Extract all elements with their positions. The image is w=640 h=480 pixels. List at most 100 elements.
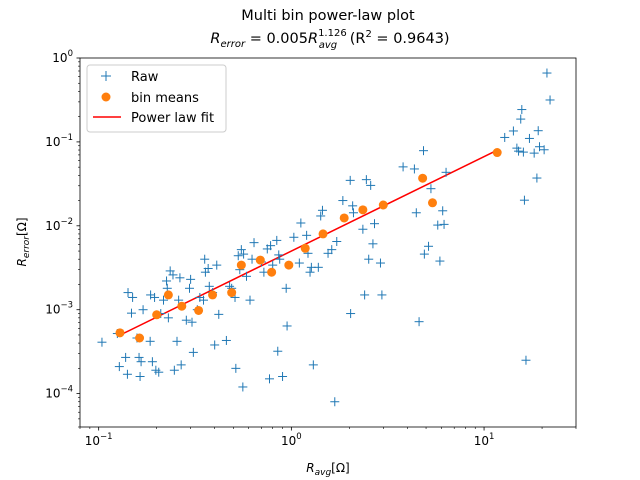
raw-point bbox=[419, 146, 429, 156]
raw-point bbox=[345, 175, 355, 185]
raw-point bbox=[368, 239, 378, 249]
x-tick-label: 10−1 bbox=[85, 432, 113, 448]
raw-point bbox=[236, 245, 246, 255]
raw-point bbox=[242, 271, 252, 281]
raw-point bbox=[187, 317, 197, 327]
raw-point bbox=[508, 126, 518, 136]
raw-point bbox=[289, 232, 299, 242]
y-tick-exp: −1 bbox=[60, 133, 73, 143]
raw-point bbox=[272, 235, 282, 245]
raw-point bbox=[348, 208, 358, 218]
legend: Raw bin means Power law fit bbox=[86, 64, 227, 133]
raw-point bbox=[172, 336, 182, 346]
raw-point bbox=[259, 267, 269, 277]
title-r2-tail: = 0.9643) bbox=[372, 31, 450, 47]
raw-point bbox=[114, 362, 124, 372]
raw-point bbox=[327, 245, 337, 255]
x-label-unit: [Ω] bbox=[331, 461, 350, 475]
raw-point bbox=[214, 309, 224, 319]
bin-mean-point bbox=[267, 267, 277, 277]
bin-mean-point bbox=[115, 328, 125, 338]
raw-point bbox=[203, 263, 213, 273]
y-tick-base: 10 bbox=[45, 387, 60, 401]
y-tick-exp: −2 bbox=[60, 217, 73, 227]
plot-frame bbox=[79, 57, 577, 428]
raw-point bbox=[439, 219, 449, 229]
raw-point bbox=[313, 262, 323, 272]
y-tick-base: 10 bbox=[45, 135, 60, 149]
x-tick-exp: 0 bbox=[296, 432, 301, 442]
raw-point bbox=[361, 175, 371, 185]
x-tick-base: 10 bbox=[85, 434, 100, 448]
raw-point bbox=[411, 208, 421, 218]
raw-point bbox=[239, 249, 249, 259]
raw-point bbox=[441, 167, 451, 177]
raw-point bbox=[294, 258, 304, 268]
bin-mean-point bbox=[318, 229, 328, 239]
x-tick-label: 101 bbox=[474, 432, 495, 448]
raw-point bbox=[247, 254, 257, 264]
raw-point bbox=[532, 173, 542, 183]
raw-point bbox=[159, 295, 169, 305]
raw-point bbox=[123, 288, 133, 298]
raw-point bbox=[521, 355, 531, 365]
raw-point bbox=[375, 258, 385, 268]
raw-point bbox=[175, 273, 185, 283]
bin-mean-point bbox=[163, 290, 173, 300]
raw-point bbox=[136, 357, 146, 367]
y-tick-base: 10 bbox=[45, 303, 60, 317]
raw-point bbox=[332, 237, 342, 247]
raw-point bbox=[358, 224, 368, 234]
raw-point bbox=[200, 254, 210, 264]
y-tick-exp: −4 bbox=[60, 385, 73, 395]
raw-point bbox=[233, 251, 243, 261]
raw-point bbox=[249, 238, 259, 248]
bin-mean-point bbox=[194, 305, 204, 315]
bin-mean-point bbox=[339, 213, 349, 223]
raw-point bbox=[150, 292, 160, 302]
y-tick-label: 10−4 bbox=[45, 385, 73, 401]
raw-point bbox=[181, 315, 191, 325]
raw-point bbox=[518, 147, 528, 157]
y-tick-label: 100 bbox=[52, 49, 73, 65]
raw-point bbox=[275, 254, 285, 264]
raw-point bbox=[545, 95, 555, 105]
raw-point bbox=[323, 248, 333, 258]
bin-mean-point bbox=[227, 288, 237, 298]
raw-point bbox=[369, 219, 379, 229]
title-rhs-sup: 1.126 bbox=[318, 28, 347, 39]
y-axis-label: Rerror[Ω] bbox=[15, 217, 32, 266]
raw-point bbox=[162, 276, 172, 286]
raw-point bbox=[204, 281, 214, 291]
raw-point bbox=[542, 68, 552, 78]
raw-point bbox=[500, 132, 510, 142]
bin-mean-point bbox=[255, 255, 265, 265]
bin-mean-point bbox=[378, 200, 388, 210]
title-eq: = 0.005 bbox=[245, 31, 308, 47]
raw-point bbox=[169, 365, 179, 375]
chart-title-line2: Rerror = 0.005R1.126 avg (R2 = 0.9643) bbox=[210, 28, 449, 51]
bin-mean-point bbox=[358, 205, 368, 215]
raw-point bbox=[330, 397, 340, 407]
raw-point bbox=[529, 148, 539, 158]
raw-point bbox=[533, 126, 543, 136]
raw-point bbox=[398, 162, 408, 172]
bin-mean-point bbox=[177, 301, 187, 311]
raw-point bbox=[273, 346, 283, 356]
x-tick-exp: 1 bbox=[489, 432, 494, 442]
legend-bin-means-marker bbox=[101, 92, 111, 102]
bin-mean-point bbox=[427, 198, 437, 208]
raw-point bbox=[154, 367, 164, 377]
raw-point bbox=[281, 283, 291, 293]
raw-point bbox=[278, 371, 288, 381]
raw-point bbox=[135, 371, 145, 381]
y-label-main: R bbox=[15, 258, 29, 266]
x-tick-base: 10 bbox=[281, 434, 296, 448]
raw-point bbox=[419, 249, 429, 259]
raw-point bbox=[138, 305, 148, 315]
raw-point bbox=[274, 250, 284, 260]
raw-point bbox=[184, 283, 194, 293]
title-r2-sup: 2 bbox=[365, 29, 371, 40]
